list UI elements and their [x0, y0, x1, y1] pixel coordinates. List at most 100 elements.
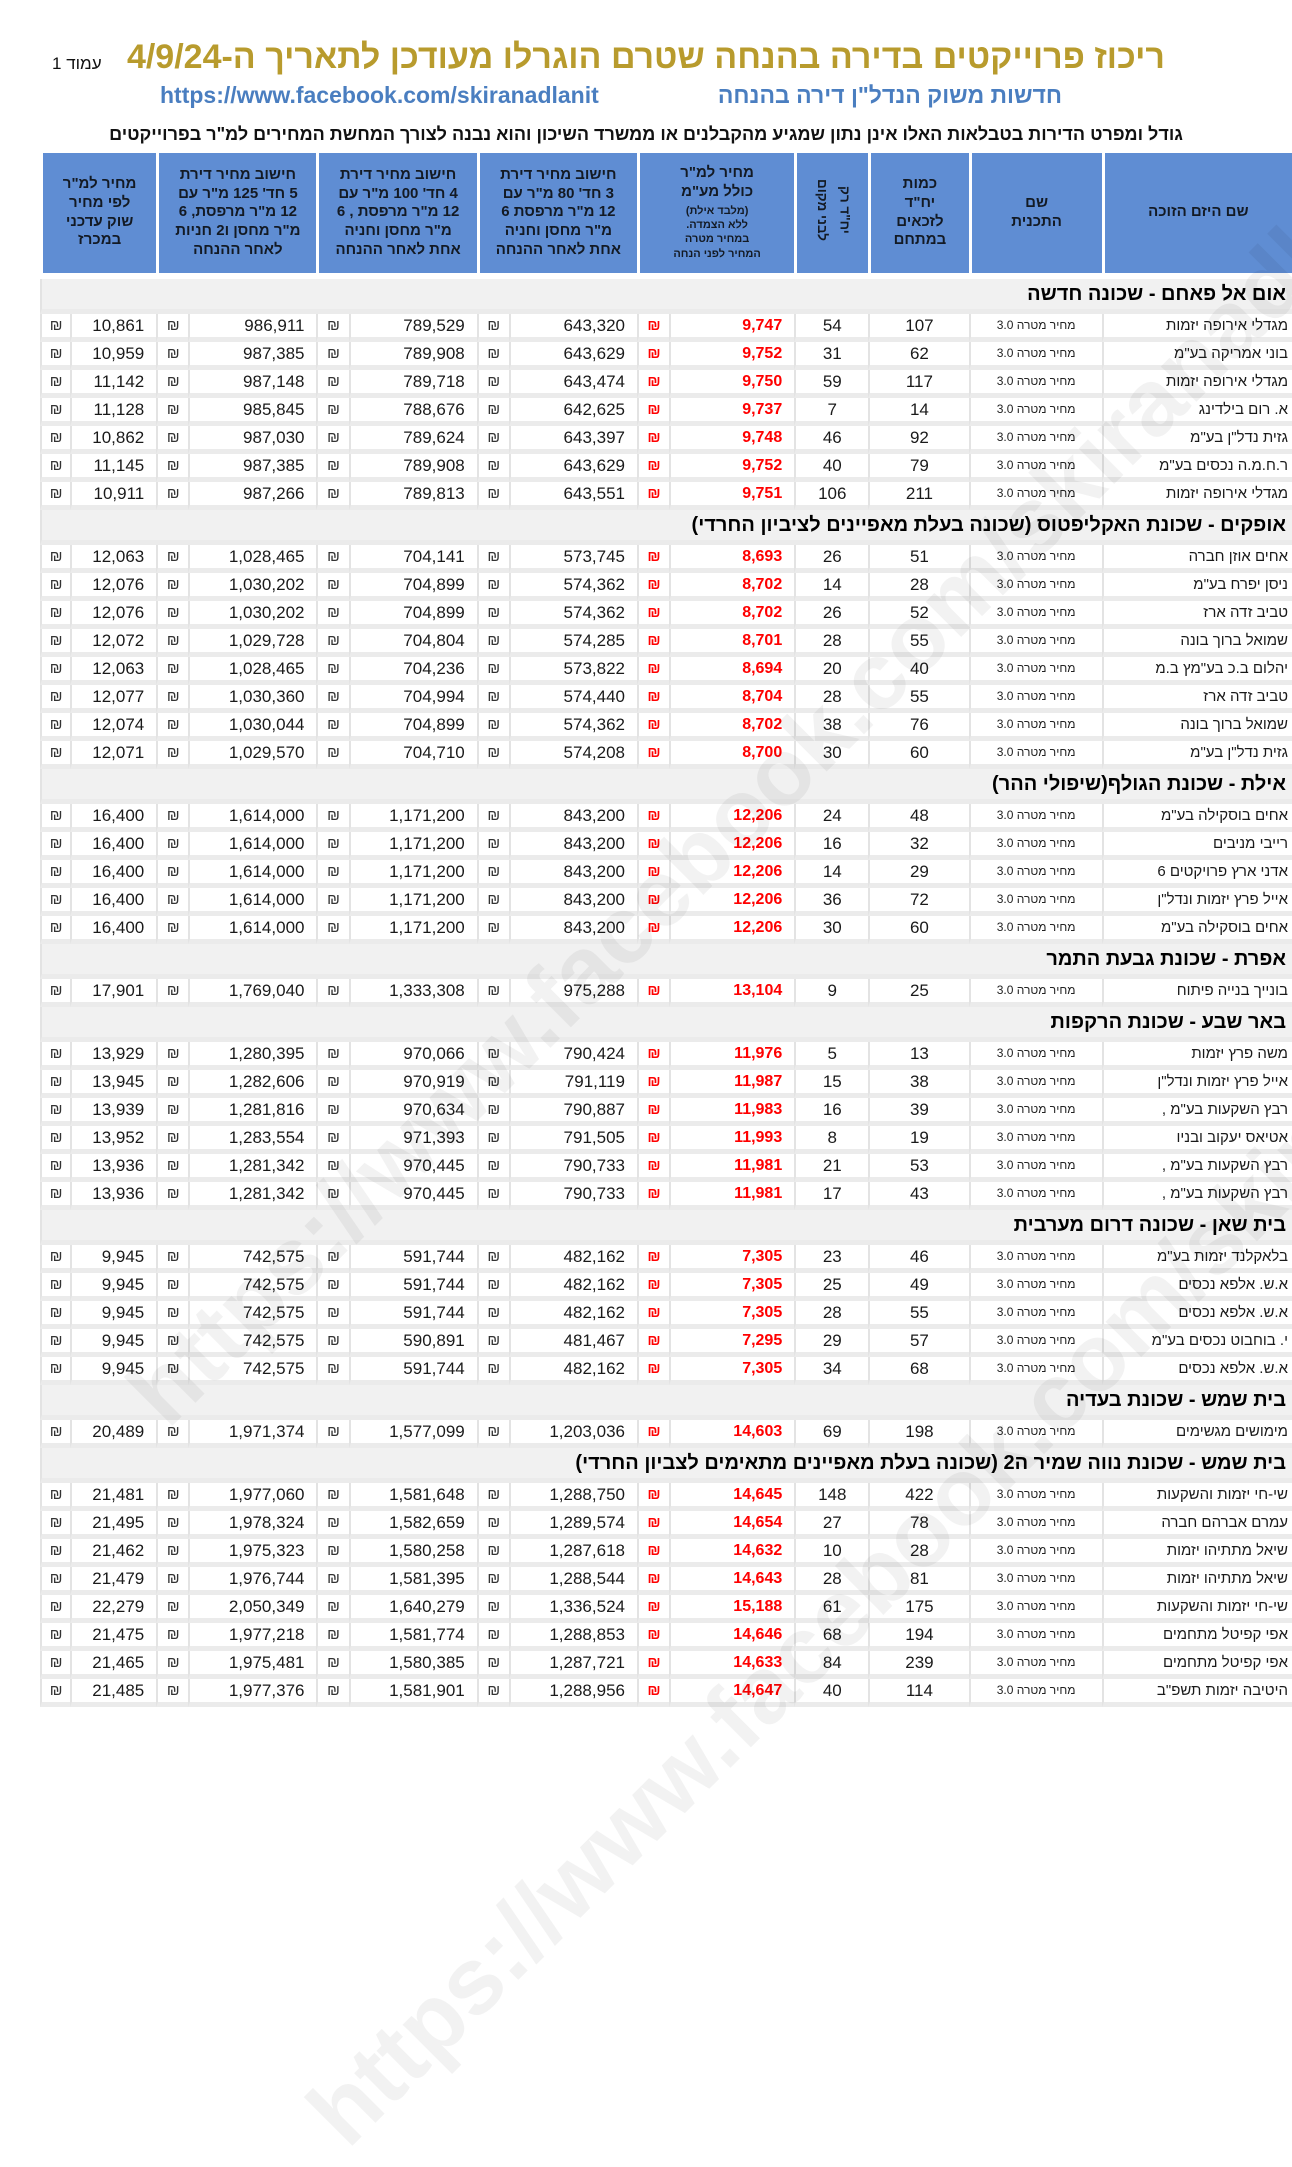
table-row: א.ש. אלפא נכסים מחיר מטרה 3.0 68 34 7,305 ₪ 48… [40, 1356, 1292, 1385]
plan-name: מחיר מטרה 3.0 [968, 740, 1102, 769]
market-price-per-sqm: 16,400 [70, 803, 157, 832]
plan-name: מחיר מטרה 3.0 [968, 1482, 1102, 1511]
shekel-symbol: ₪ [40, 369, 71, 398]
units-total: 239 [868, 1650, 969, 1679]
table-row: א.ש. אלפא נכסים מחיר מטרה 3.0 55 28 7,305 ₪ 48… [40, 1300, 1292, 1329]
projects-table: שם היזם הזוכה שם התכנית כמות יח"ד לזכאים… [40, 152, 1292, 1707]
table-row: טביב זדה ארז מחיר מטרה 3.0 55 28 8,704 ₪ 574,4… [40, 684, 1292, 713]
shekel-symbol: ₪ [476, 1678, 509, 1707]
shekel-symbol: ₪ [636, 1678, 670, 1707]
apt5-price: 742,575 [188, 1328, 317, 1357]
facebook-link[interactable]: https://www.facebook.com/skiranadlanit [160, 81, 599, 108]
units-local: 28 [794, 1300, 869, 1329]
developer-name: שמואל ברוך בונה [1101, 628, 1292, 657]
units-local: 16 [794, 831, 869, 860]
apt4-price: 789,529 [348, 313, 477, 342]
table-row: גזית נדל"ן בע"מ מחיר מטרה 3.0 92 46 9,748 ₪ 64… [40, 425, 1292, 454]
developer-name: ר.ח.מ.ה נכסים בע"מ [1101, 453, 1292, 482]
shekel-symbol: ₪ [316, 1244, 349, 1273]
shekel-symbol: ₪ [156, 1300, 189, 1329]
shekel-symbol: ₪ [156, 684, 189, 713]
market-price-per-sqm: 11,145 [70, 453, 157, 482]
units-local: 40 [794, 453, 869, 482]
units-total: 114 [868, 1678, 969, 1707]
market-price-per-sqm: 9,945 [70, 1272, 157, 1301]
units-local: 38 [794, 712, 869, 741]
units-local: 8 [794, 1125, 869, 1154]
apt4-price: 591,744 [348, 1300, 477, 1329]
shekel-symbol: ₪ [476, 1328, 509, 1357]
apt3-price: 1,203,036 [508, 1419, 637, 1448]
shekel-symbol: ₪ [156, 1244, 189, 1273]
section-header-row: בית שאן - שכונה דרום מערבית [40, 1209, 1292, 1245]
shekel-symbol: ₪ [156, 1510, 189, 1539]
market-price-per-sqm: 11,142 [70, 369, 157, 398]
apt4-price: 704,994 [348, 684, 477, 713]
plan-name: מחיר מטרה 3.0 [968, 1181, 1102, 1210]
apt5-price: 1,977,060 [188, 1482, 317, 1511]
apt4-price: 789,718 [348, 369, 477, 398]
apt3-price: 482,162 [508, 1356, 637, 1385]
market-price-per-sqm: 13,945 [70, 1069, 157, 1098]
apt3-price: 643,629 [508, 341, 637, 370]
table-row: אייל פרץ יזמות ונדל"ן מחיר מטרה 3.0 72 36 12… [40, 887, 1292, 916]
units-total: 40 [868, 656, 969, 685]
shekel-symbol: ₪ [316, 1678, 349, 1707]
disclaimer-text: גודל ומפרט הדירות בטבלאות האלו אינן נתון… [109, 123, 1183, 144]
apt4-price: 704,141 [348, 544, 477, 573]
shekel-symbol: ₪ [40, 341, 71, 370]
table-row: רבץ השקעות בע"מ , מחיר מטרה 3.0 53 21 11,981… [40, 1153, 1292, 1182]
shekel-symbol: ₪ [636, 1153, 670, 1182]
plan-name: מחיר מטרה 3.0 [968, 1125, 1102, 1154]
market-price-per-sqm: 10,959 [70, 341, 157, 370]
plan-name: מחיר מטרה 3.0 [968, 1650, 1102, 1679]
apt3-price: 643,320 [508, 313, 637, 342]
plan-name: מחיר מטרה 3.0 [968, 712, 1102, 741]
shekel-symbol: ₪ [156, 1678, 189, 1707]
apt3-price: 482,162 [508, 1244, 637, 1273]
shekel-symbol: ₪ [476, 859, 509, 888]
price-per-sqm: 14,646 [669, 1622, 795, 1651]
shekel-symbol: ₪ [156, 978, 189, 1007]
units-local: 59 [794, 369, 869, 398]
shekel-symbol: ₪ [316, 740, 349, 769]
table-row: גזית נדל"ן בע"מ מחיר מטרה 3.0 60 30 8,700 ₪ 57… [40, 740, 1292, 769]
units-local: 15 [794, 1069, 869, 1098]
apt3-price: 643,551 [508, 481, 637, 510]
table-header-row: שם היזם הזוכה שם התכנית כמות יח"ד לזכאים… [40, 152, 1292, 279]
shekel-symbol: ₪ [636, 803, 670, 832]
shekel-symbol: ₪ [316, 1097, 349, 1126]
units-total: 175 [868, 1594, 969, 1623]
apt3-price: 574,362 [508, 712, 637, 741]
units-total: 211 [868, 481, 969, 510]
apt5-price: 1,614,000 [188, 859, 317, 888]
market-price-per-sqm: 13,929 [70, 1041, 157, 1070]
apt4-price: 1,577,099 [348, 1419, 477, 1448]
apt5-price: 1,976,744 [188, 1566, 317, 1595]
apt4-price: 1,582,659 [348, 1510, 477, 1539]
shekel-symbol: ₪ [636, 1482, 670, 1511]
projects-table-wrapper: https://www.facebook.com/skiranadlanit h… [0, 89, 1292, 2165]
shekel-symbol: ₪ [40, 1181, 71, 1210]
shekel-symbol: ₪ [476, 1272, 509, 1301]
price-per-sqm: 11,981 [669, 1153, 795, 1182]
shekel-symbol: ₪ [40, 1650, 71, 1679]
units-total: 38 [868, 1069, 969, 1098]
units-total: 60 [868, 740, 969, 769]
apt5-price: 1,029,728 [188, 628, 317, 657]
developer-name: גזית נדל"ן בע"מ [1101, 425, 1292, 454]
price-per-sqm: 11,976 [669, 1041, 795, 1070]
shekel-symbol: ₪ [636, 684, 670, 713]
shekel-symbol: ₪ [156, 481, 189, 510]
shekel-symbol: ₪ [476, 544, 509, 573]
apt3-price: 975,288 [508, 978, 637, 1007]
apt3-price: 790,733 [508, 1153, 637, 1182]
market-price-per-sqm: 12,071 [70, 740, 157, 769]
shekel-symbol: ₪ [476, 887, 509, 916]
shekel-symbol: ₪ [40, 1069, 71, 1098]
market-price-per-sqm: 10,862 [70, 425, 157, 454]
apt4-price: 788,676 [348, 397, 477, 426]
units-local: 7 [794, 397, 869, 426]
table-row: שמואל ברוך בונה מחיר מטרה 3.0 55 28 8,701 ₪ 57… [40, 628, 1292, 657]
shekel-symbol: ₪ [636, 397, 670, 426]
